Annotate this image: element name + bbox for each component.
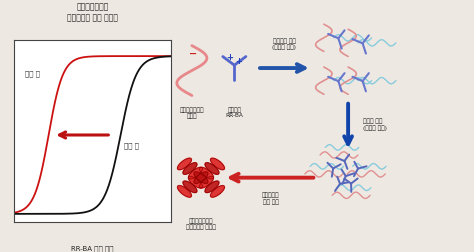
Polygon shape bbox=[210, 158, 225, 170]
Text: +: + bbox=[236, 57, 242, 66]
Text: 처리 후: 처리 후 bbox=[25, 70, 40, 77]
Polygon shape bbox=[189, 167, 202, 179]
Polygon shape bbox=[200, 167, 213, 179]
Polygon shape bbox=[177, 158, 191, 170]
Polygon shape bbox=[200, 176, 213, 188]
Polygon shape bbox=[194, 172, 208, 183]
Polygon shape bbox=[194, 172, 208, 183]
Text: RR-BA 처리 시간: RR-BA 처리 시간 bbox=[71, 245, 114, 252]
Text: 처리 전: 처리 전 bbox=[124, 143, 139, 149]
Polygon shape bbox=[205, 163, 219, 174]
Text: 아밀로이드
형성 촉진: 아밀로이드 형성 촉진 bbox=[262, 193, 280, 205]
Text: +: + bbox=[226, 53, 233, 62]
Text: 소수성 농축
(용해도 저하): 소수성 농축 (용해도 저하) bbox=[363, 119, 387, 131]
Text: 알파시누클레인
아밀로이드 형성 가속화: 알파시누클레인 아밀로이드 형성 가속화 bbox=[67, 3, 118, 22]
Polygon shape bbox=[210, 185, 225, 197]
Polygon shape bbox=[205, 181, 219, 193]
Polygon shape bbox=[177, 185, 191, 197]
Text: −: − bbox=[189, 49, 198, 59]
Polygon shape bbox=[183, 181, 197, 193]
Polygon shape bbox=[189, 176, 202, 188]
Text: 알파시누클레인
아밀로이드 피브릴: 알파시누클레인 아밀로이드 피브릴 bbox=[186, 218, 216, 230]
Text: 양친매성
RR-BA: 양친매성 RR-BA bbox=[226, 107, 243, 118]
Text: 정전기적 결합
(용해도 저하): 정전기적 결합 (용해도 저하) bbox=[273, 38, 296, 50]
Polygon shape bbox=[183, 163, 197, 174]
Text: 알파시누클레인
단량체: 알파시누클레인 단량체 bbox=[180, 107, 204, 119]
